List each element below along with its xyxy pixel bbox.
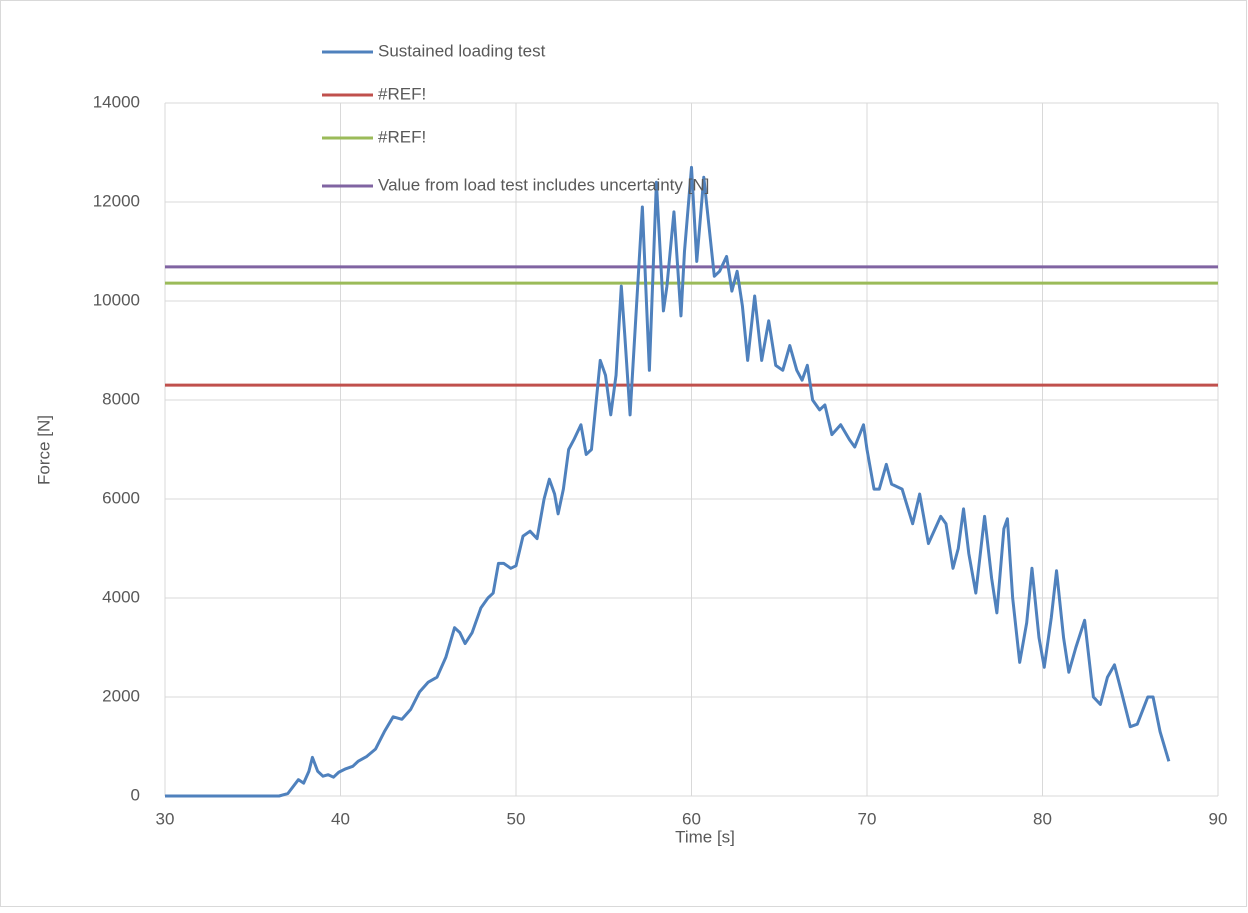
x-tick-label: 50 [507,809,526,828]
x-tick-label: 90 [1209,809,1228,828]
x-tick-label: 40 [331,809,350,828]
y-tick-label: 14000 [93,92,140,111]
legend-label: Value from load test includes uncertaint… [378,175,709,194]
x-tick-label: 60 [682,809,701,828]
y-tick-label: 12000 [93,191,140,210]
x-tick-label: 70 [858,809,877,828]
y-tick-label: 6000 [102,488,140,507]
y-tick-label: 8000 [102,389,140,408]
y-tick-label: 10000 [93,290,140,309]
legend-label: #REF! [378,127,426,146]
y-tick-label: 0 [131,785,140,804]
series-line [165,165,1171,798]
y-tick-label: 4000 [102,587,140,606]
y-tick-label: 2000 [102,686,140,705]
legend-label: Sustained loading test [378,41,546,60]
y-axis-title: Force [N] [34,415,53,485]
x-tick-label: 80 [1033,809,1052,828]
legend-label: #REF! [378,84,426,103]
x-axis-title: Time [s] [675,827,735,846]
x-tick-label: 30 [156,809,175,828]
